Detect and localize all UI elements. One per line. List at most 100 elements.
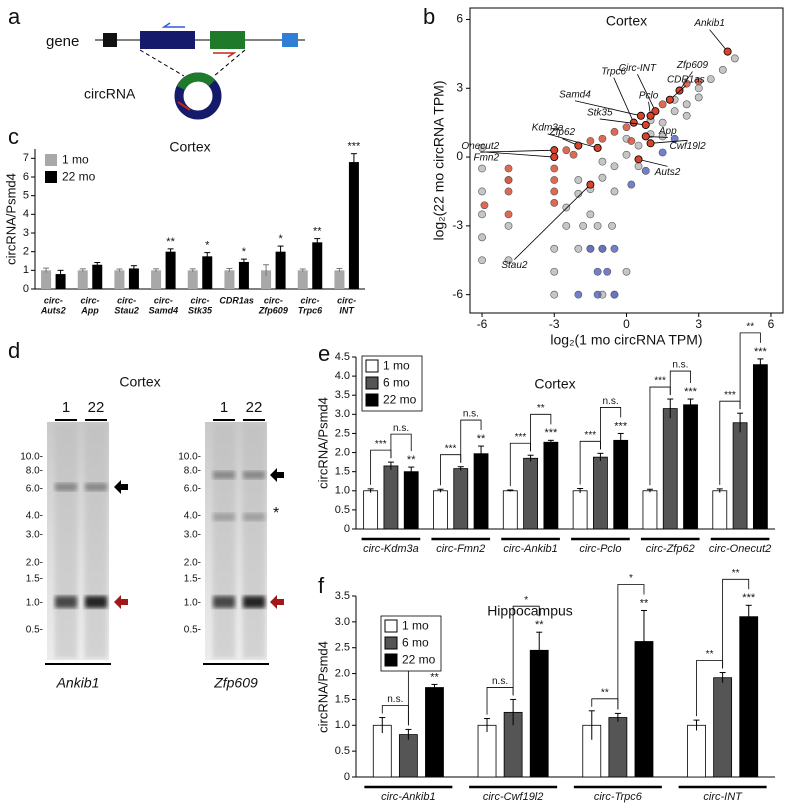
ladder-label: 1.0-: [184, 598, 201, 609]
data-point: [504, 187, 513, 196]
ladder-label: 0.5-: [26, 625, 43, 636]
annotation: Trpc6: [601, 66, 626, 77]
annotation: Auts2: [654, 167, 681, 178]
ladder-label: 2.0-: [184, 558, 201, 569]
x-tick-label: circ-Ankib1: [381, 791, 435, 803]
bar: [502, 490, 518, 530]
data-point: [598, 157, 607, 166]
sig-label: *: [205, 240, 210, 252]
bar: [398, 734, 418, 778]
data-point: [504, 164, 513, 173]
sig-label: n.s.: [393, 423, 409, 434]
error-bar: [130, 265, 137, 272]
x-tick-label: circ-Trpc6: [594, 791, 643, 803]
sig-label: *: [278, 233, 283, 245]
y-tick-label: 0: [23, 283, 29, 295]
error-bar: [153, 268, 160, 272]
error-bar: [57, 269, 64, 278]
bar: [77, 270, 88, 289]
data-point: [670, 134, 679, 143]
data-point: [593, 267, 602, 276]
panel-label: b: [423, 4, 435, 29]
data-point: [593, 290, 602, 299]
x-tick-label: circ-Kdm3a: [363, 543, 419, 555]
sig-label: **: [430, 671, 439, 683]
data-point: [610, 127, 619, 136]
y-axis-label: log₂(22 mo circRNA TPM): [431, 81, 447, 241]
legend-swatch: [384, 636, 398, 650]
error-bar: [43, 267, 50, 273]
bar: [92, 264, 103, 289]
data-point: [610, 162, 619, 171]
x-tick-label: circ-: [337, 295, 356, 305]
error-bar: [204, 252, 211, 261]
sig-label: ***: [654, 376, 666, 387]
ladder-label: 6.0-: [26, 484, 43, 495]
annotated-point: [550, 146, 559, 155]
data-point: [478, 187, 486, 196]
ladder-label: 8.0-: [26, 466, 43, 477]
error-bar: [693, 719, 700, 731]
annotated-point: [641, 132, 650, 141]
error-bar: [510, 698, 517, 726]
sig-label: **: [746, 322, 754, 333]
error-bar: [350, 153, 357, 171]
bar: [425, 687, 444, 778]
legend-label: 1 mo: [62, 153, 89, 167]
ladder-label: 1.5-: [184, 574, 201, 585]
error-bar: [94, 261, 101, 267]
x-tick-label: circ-Zfp62: [646, 543, 695, 555]
data-point: [706, 75, 715, 83]
x-tick-label: circ-Cwf19l2: [483, 791, 544, 803]
leader-line: [599, 118, 646, 126]
lane-label: 22: [88, 399, 105, 416]
x-tick-label: circ-: [264, 295, 283, 305]
band: [213, 471, 235, 479]
bar: [752, 364, 768, 530]
y-tick-label: 1.0: [335, 719, 350, 731]
bar: [523, 457, 538, 530]
band: [213, 596, 235, 608]
error-bar: [737, 412, 744, 433]
bar: [613, 439, 629, 530]
circrna-segment: [176, 72, 216, 91]
error-bar: [240, 258, 247, 265]
x-tick-label: CDR1as: [219, 295, 254, 305]
error-bar: [687, 398, 694, 411]
y-tick-label: 0.5: [335, 745, 350, 757]
sig-bracket: [591, 698, 619, 710]
sig-label: n.s.: [603, 396, 619, 407]
band: [243, 471, 265, 479]
sig-label: **: [537, 403, 545, 414]
panel-label: a: [8, 4, 21, 29]
data-point: [694, 84, 703, 93]
data-point: [730, 54, 739, 63]
data-point: [610, 290, 619, 299]
panel-label: d: [8, 338, 20, 363]
lane: [213, 424, 235, 658]
panel-label: c: [8, 124, 19, 149]
sig-label: **: [407, 454, 416, 466]
data-point: [569, 150, 578, 159]
x-tick-label: 0: [623, 317, 630, 331]
error-bar: [617, 432, 624, 448]
x-tick-label: circ-: [300, 295, 319, 305]
ladder-label: 4.0-: [184, 511, 201, 522]
data-point: [478, 143, 486, 152]
ladder-label: 0.5-: [184, 625, 201, 636]
data-point: [480, 201, 489, 210]
error-bar: [757, 358, 764, 371]
x-tick-label: Auts2: [40, 305, 66, 315]
error-bar: [716, 488, 723, 493]
x-tick-label: Stau2: [114, 305, 139, 315]
bar: [275, 251, 286, 289]
chart-title: Hippocampus: [487, 603, 573, 619]
error-bar: [314, 238, 321, 247]
bar: [114, 270, 125, 289]
ladder-label: 8.0-: [184, 466, 201, 477]
y-tick-label: 4.5: [335, 351, 350, 363]
lane-label: 1: [220, 399, 228, 416]
band: [243, 596, 265, 608]
error-bar: [646, 488, 653, 493]
data-point: [478, 210, 486, 219]
